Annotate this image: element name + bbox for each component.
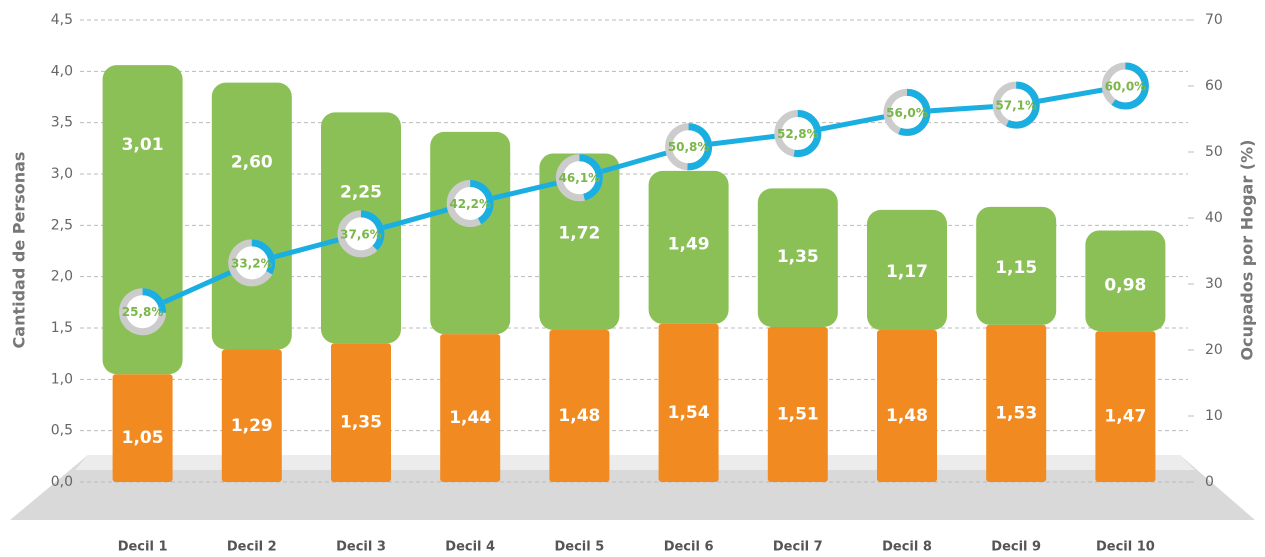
bar-segment [221, 349, 282, 482]
x-tick-label: Decil 6 [664, 540, 714, 555]
value-label: 1,29 [231, 416, 273, 436]
bar-segment [430, 131, 511, 335]
value-label: 1,44 [449, 408, 491, 428]
bar-segment [976, 206, 1057, 325]
value-label: 1,49 [668, 234, 710, 254]
bar-segment [112, 374, 173, 482]
y2-tick-label: 60 [1205, 78, 1223, 94]
x-tick-label: Decil 5 [554, 540, 604, 555]
value-label: 3,01 [122, 135, 164, 155]
floor [10, 455, 1255, 520]
point-label: 56,0% [886, 106, 928, 120]
donut-arc [1101, 62, 1149, 110]
y2-tick-label: 0 [1205, 474, 1214, 490]
value-label: 1,48 [558, 406, 600, 426]
y2-tick-label: 40 [1205, 210, 1223, 226]
donut-arc [228, 239, 276, 287]
bar-segment [877, 330, 937, 482]
donut-arc [555, 154, 603, 202]
bar-segment [757, 188, 838, 327]
point-label: 46,1% [559, 171, 601, 185]
donut-arc [665, 123, 713, 171]
y-tick-label: 0,5 [51, 423, 73, 439]
point-label: 42,2% [449, 197, 491, 211]
y2-tick-label: 30 [1205, 276, 1223, 292]
bar-segment [549, 330, 610, 482]
bar-segment [539, 153, 620, 331]
donut-arc [774, 110, 822, 158]
y2-axis-title: Ocupados por Hogar (%) [1238, 140, 1257, 361]
y2-tick-label: 20 [1205, 342, 1223, 358]
bar-segment [648, 170, 729, 324]
y-tick-label: 3,5 [51, 115, 73, 131]
donut-arc [119, 288, 167, 336]
value-label: 1,53 [995, 403, 1037, 423]
donut-arc [446, 179, 494, 227]
bar-segment [767, 326, 828, 482]
bar-segment [1085, 230, 1166, 332]
y-tick-label: 4,5 [51, 12, 73, 28]
y2-tick-label: 50 [1205, 144, 1223, 160]
bar-segment [1095, 331, 1156, 482]
x-tick-label: Decil 9 [991, 540, 1041, 555]
value-label: 1,72 [558, 223, 600, 243]
y-tick-label: 2,0 [51, 269, 73, 285]
bar-segment [658, 323, 719, 482]
bar-segment [102, 65, 183, 375]
value-label: 2,25 [340, 182, 382, 202]
bar-segment [867, 209, 947, 331]
donut-arc [992, 81, 1040, 129]
value-label: 1,54 [668, 403, 710, 423]
y-tick-label: 4,0 [51, 63, 73, 79]
value-label: 1,35 [777, 247, 819, 267]
point-label: 25,8% [122, 305, 164, 319]
x-tick-label: Decil 3 [336, 540, 386, 555]
point-label: 50,8% [668, 140, 710, 154]
value-label: 1,05 [122, 428, 164, 448]
donut-arc [337, 210, 385, 258]
point-label: 57,1% [995, 99, 1037, 113]
y-axis-title: Cantidad de Personas [10, 152, 29, 349]
bar-segment [440, 334, 501, 482]
bar-segment [986, 324, 1047, 482]
donut-arc [883, 88, 931, 136]
y2-tick-label: 10 [1205, 408, 1223, 424]
value-label: 1,47 [1104, 407, 1146, 427]
x-tick-label: Decil 1 [118, 540, 168, 555]
x-tick-label: Decil 2 [227, 540, 277, 555]
y-tick-label: 1,0 [51, 371, 73, 387]
value-label: 0,98 [1104, 276, 1146, 296]
point-label: 33,2% [231, 256, 273, 270]
x-tick-label: Decil 4 [445, 540, 495, 555]
value-label: 1,35 [340, 413, 382, 433]
y-tick-label: 3,0 [51, 166, 73, 182]
line [141, 83, 1126, 315]
value-label: 1,48 [886, 406, 928, 426]
value-label: 2,60 [231, 153, 273, 173]
value-label: 1,51 [777, 404, 819, 424]
y-tick-label: 1,5 [51, 320, 73, 336]
x-tick-label: Decil 10 [1096, 540, 1155, 555]
bar-segment [211, 82, 292, 350]
bar-segment [331, 343, 391, 482]
y-tick-label: 2,5 [51, 217, 73, 233]
y-tick-label: 0,0 [51, 474, 73, 490]
point-label: 37,6% [340, 227, 382, 241]
x-tick-label: Decil 8 [882, 540, 932, 555]
value-label: 1,15 [995, 258, 1037, 278]
value-label: 1,17 [886, 262, 928, 282]
x-tick-label: Decil 7 [773, 540, 823, 555]
y2-tick-label: 70 [1205, 12, 1223, 28]
point-label: 60,0% [1105, 80, 1147, 94]
point-label: 52,8% [777, 127, 819, 141]
